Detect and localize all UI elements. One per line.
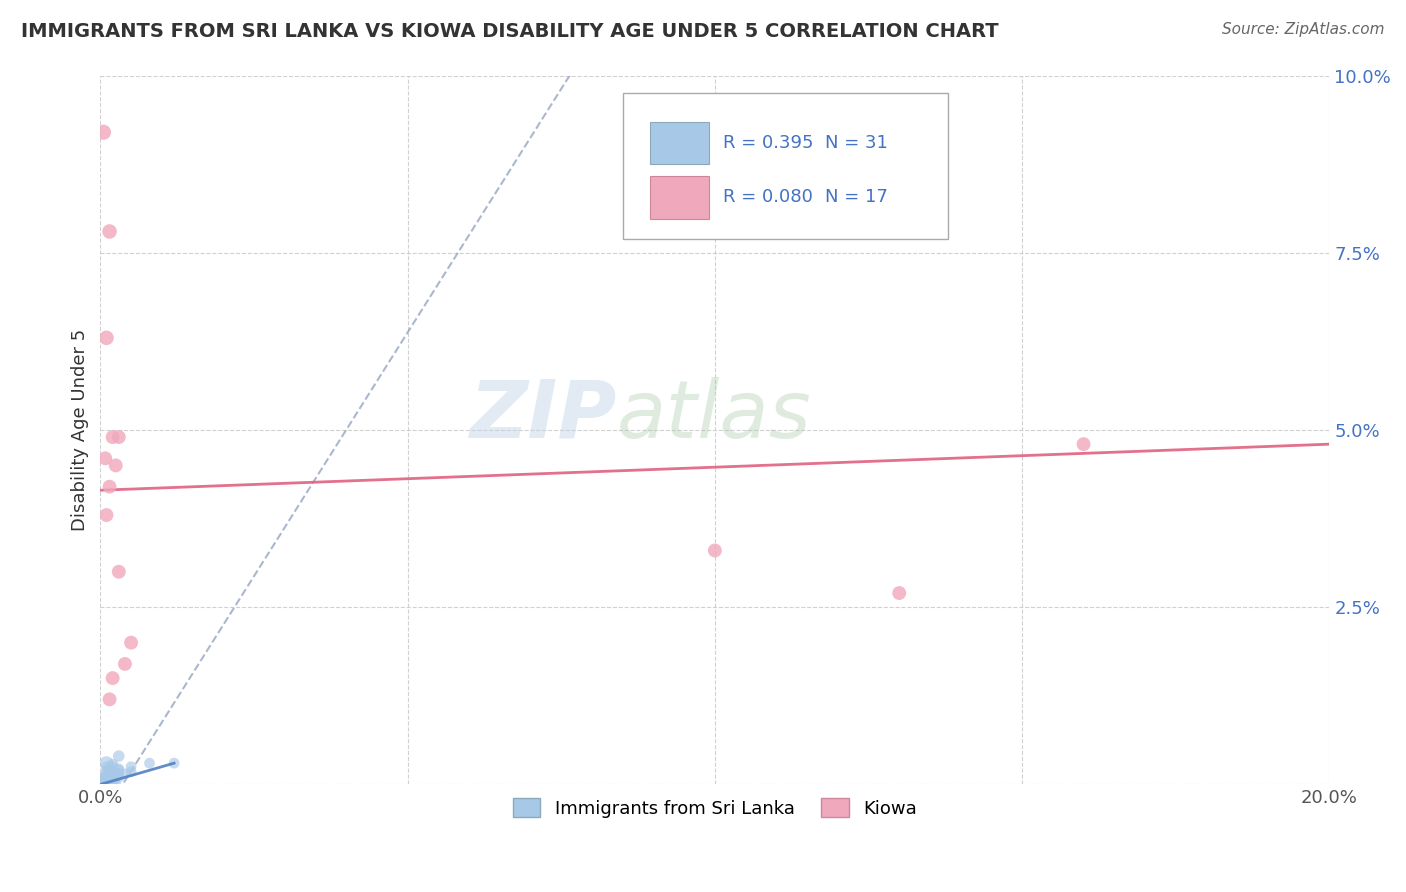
Point — [96, 773, 118, 788]
Point — [98, 770, 121, 784]
Point — [101, 757, 124, 772]
Point — [104, 770, 127, 784]
Text: ZIP: ZIP — [470, 376, 617, 455]
Point — [101, 671, 124, 685]
Point — [93, 125, 115, 139]
Point — [93, 777, 115, 791]
FancyBboxPatch shape — [623, 94, 949, 238]
Point — [107, 565, 129, 579]
FancyBboxPatch shape — [650, 177, 709, 219]
Point — [101, 770, 124, 784]
Text: IMMIGRANTS FROM SRI LANKA VS KIOWA DISABILITY AGE UNDER 5 CORRELATION CHART: IMMIGRANTS FROM SRI LANKA VS KIOWA DISAB… — [21, 22, 998, 41]
Point — [1073, 437, 1095, 451]
Point — [101, 760, 124, 774]
Point — [98, 764, 121, 778]
Point — [120, 764, 142, 779]
Text: atlas: atlas — [617, 376, 811, 455]
Point — [107, 764, 129, 778]
Point — [163, 756, 186, 771]
Point — [104, 777, 127, 791]
Point — [96, 766, 118, 780]
Point — [98, 225, 121, 239]
Point — [101, 777, 124, 791]
Legend: Immigrants from Sri Lanka, Kiowa: Immigrants from Sri Lanka, Kiowa — [506, 791, 924, 825]
Point — [98, 480, 121, 494]
Point — [889, 586, 911, 600]
Point — [96, 331, 118, 345]
Point — [107, 749, 129, 764]
Text: R = 0.395: R = 0.395 — [724, 134, 814, 152]
Text: N = 31: N = 31 — [825, 134, 889, 152]
Point — [703, 543, 725, 558]
Point — [96, 508, 118, 522]
Point — [101, 766, 124, 780]
Point — [98, 692, 121, 706]
Text: R = 0.080: R = 0.080 — [724, 188, 813, 206]
Point — [93, 773, 115, 788]
Point — [101, 764, 124, 778]
Point — [98, 777, 121, 791]
FancyBboxPatch shape — [650, 121, 709, 164]
Point — [107, 430, 129, 444]
Point — [120, 635, 142, 649]
Text: N = 17: N = 17 — [825, 188, 889, 206]
Point — [96, 777, 118, 791]
Text: Source: ZipAtlas.com: Source: ZipAtlas.com — [1222, 22, 1385, 37]
Point — [101, 430, 124, 444]
Point — [107, 766, 129, 780]
Point — [114, 657, 136, 671]
Point — [96, 760, 118, 774]
Point — [107, 770, 129, 784]
Point — [94, 451, 117, 466]
Point — [96, 756, 118, 771]
Point — [114, 766, 136, 780]
Point — [120, 760, 142, 774]
Point — [104, 458, 127, 473]
Y-axis label: Disability Age Under 5: Disability Age Under 5 — [72, 329, 89, 531]
Point — [107, 762, 129, 776]
Point — [98, 773, 121, 788]
Point — [96, 764, 118, 778]
Point — [104, 766, 127, 780]
Point — [138, 756, 160, 771]
